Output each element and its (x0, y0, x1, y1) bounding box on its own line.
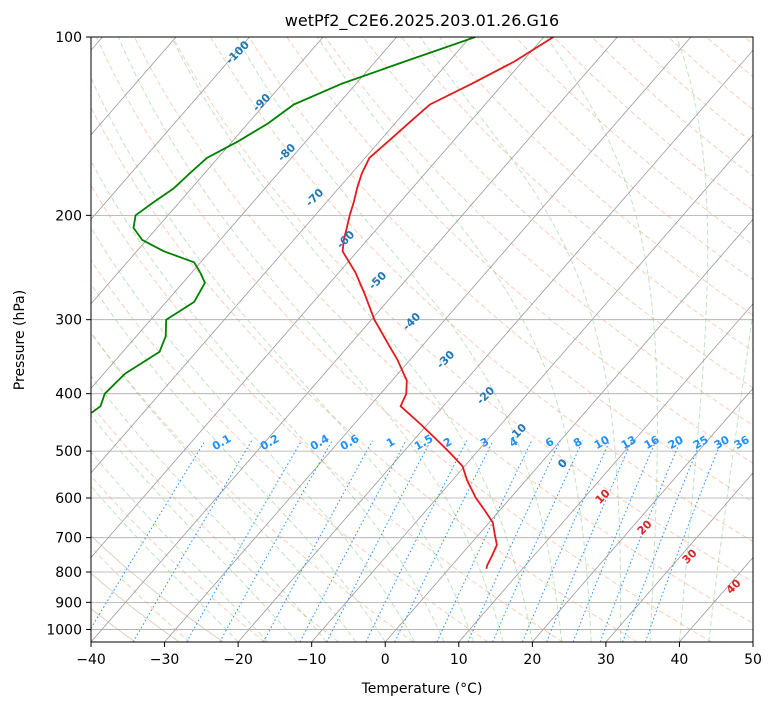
y-tick-label: 700 (55, 531, 82, 547)
y-tick-label: 400 (55, 387, 82, 403)
y-axis-label: Pressure (hPa) (12, 290, 28, 390)
y-tick-label: 100 (55, 30, 82, 46)
y-tick-label: 800 (55, 565, 82, 581)
y-tick-label: 900 (55, 595, 82, 611)
x-tick-label: −30 (150, 652, 180, 668)
y-tick-label: 600 (55, 491, 82, 507)
x-tick-label: −40 (76, 652, 106, 668)
x-tick-label: −10 (297, 652, 327, 668)
x-tick-label: −20 (223, 652, 253, 668)
x-axis-label: Temperature (°C) (361, 681, 483, 697)
x-tick-label: 40 (671, 652, 689, 668)
x-tick-label: 10 (450, 652, 468, 668)
y-tick-label: 200 (55, 208, 82, 224)
x-tick-label: 50 (744, 652, 762, 668)
x-tick-label: 20 (523, 652, 541, 668)
y-tick-label: 1000 (46, 622, 82, 638)
x-tick-label: 30 (597, 652, 615, 668)
chart-title: wetPf2_C2E6.2025.203.01.26.G16 (285, 11, 559, 31)
x-tick-label: 0 (381, 652, 390, 668)
y-tick-label: 500 (55, 444, 82, 460)
y-tick-label: 300 (55, 313, 82, 329)
